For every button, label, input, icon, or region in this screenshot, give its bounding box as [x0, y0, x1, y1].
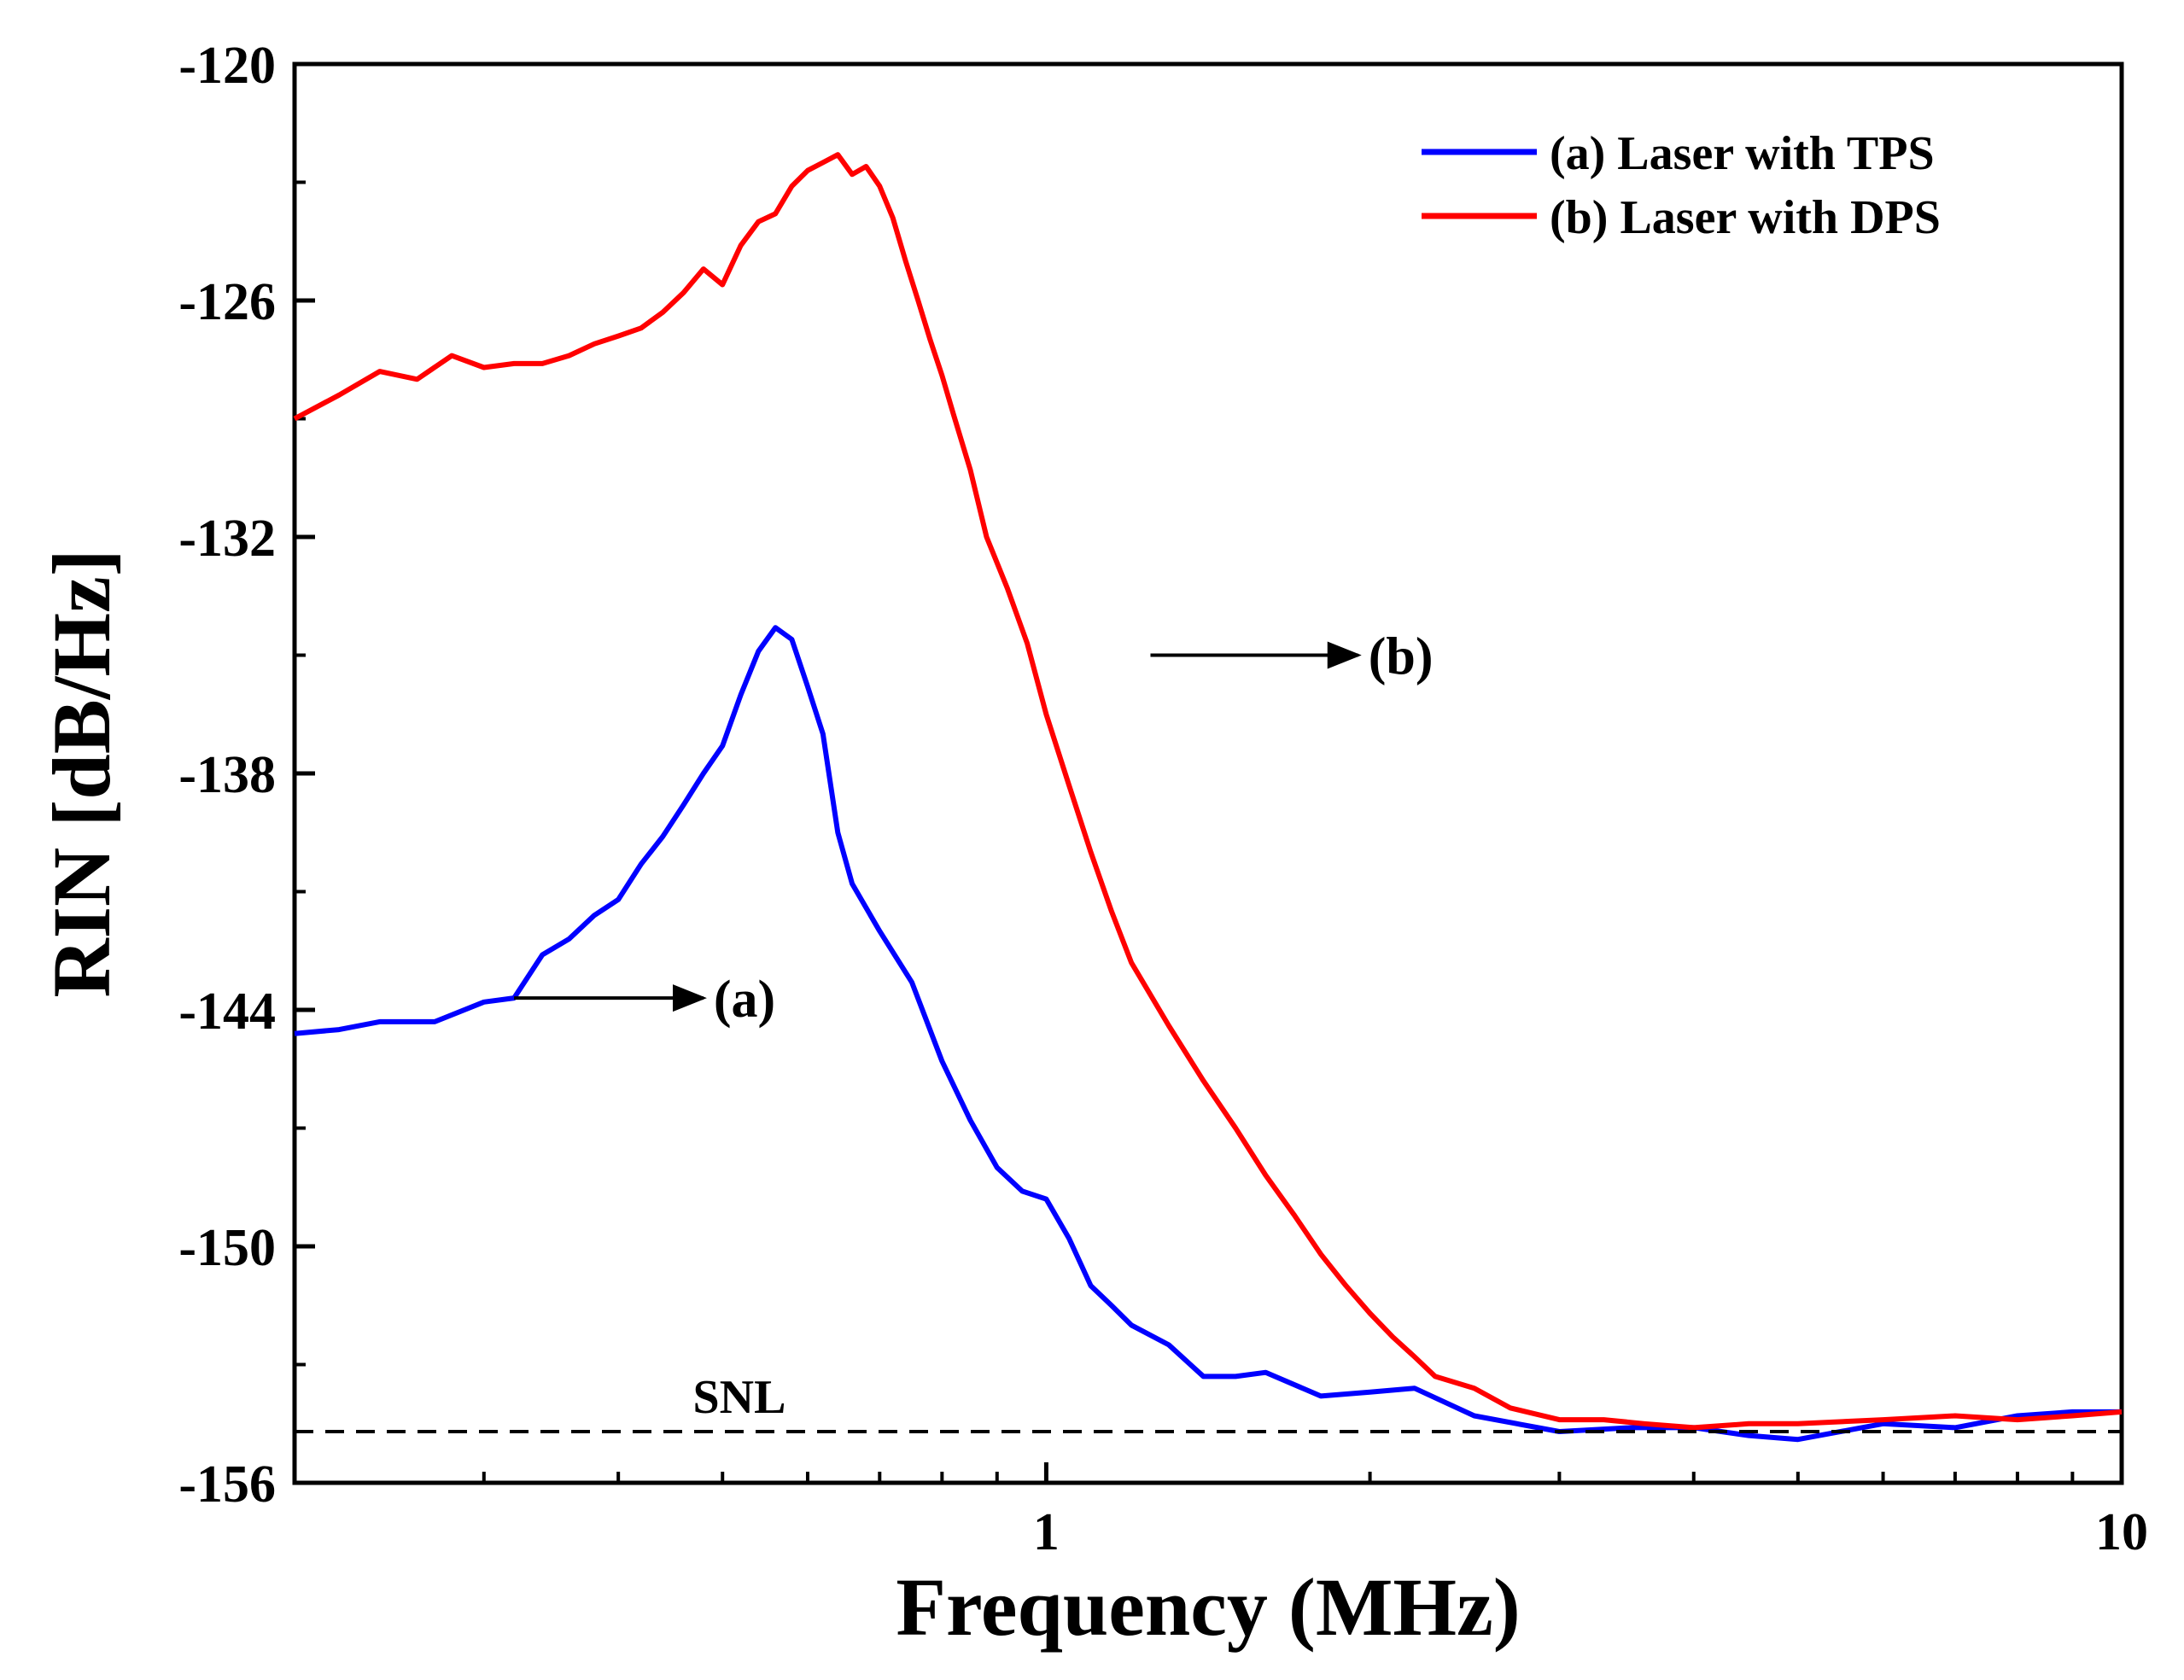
- series-lines: [293, 152, 2123, 1443]
- y-tick-label: -120: [178, 37, 276, 95]
- plot-area-frame: [292, 61, 2124, 1485]
- x-tick-label: 10: [2095, 1503, 2148, 1561]
- series-line-b: [293, 152, 2123, 1431]
- x-tick-label: 1: [1033, 1503, 1060, 1561]
- y-tick-label: -138: [178, 746, 276, 804]
- annotation-label-a: (a): [714, 971, 775, 1029]
- legend-label-a: (a) Laser with TPS: [1550, 127, 1935, 180]
- series-line-a: [294, 625, 2122, 1443]
- snl-label: SNL: [693, 1371, 786, 1424]
- annotations: (a) (b): [514, 628, 1434, 1029]
- y-tick-label: -156: [178, 1455, 276, 1514]
- legend: (a) Laser with TPS (b) Laser with DPS: [1422, 127, 1941, 244]
- y-tick-label: -132: [178, 510, 276, 568]
- y-axis-title: RIN [dB/Hz]: [36, 549, 127, 997]
- y-axis-ticks: -120 -126 -132 -138 -144 -150 -156: [178, 37, 315, 1514]
- annotation-label-b: (b): [1369, 628, 1434, 686]
- legend-label-b: (b) Laser with DPS: [1550, 191, 1941, 244]
- y-tick-label: -126: [178, 273, 276, 331]
- y-tick-label: -150: [178, 1219, 276, 1277]
- reference-lines: SNL: [295, 1371, 2122, 1433]
- x-axis-title: Frequency (MHz): [896, 1561, 1520, 1653]
- x-axis-ticks: 1 10: [293, 1462, 2148, 1561]
- y-tick-label: -144: [178, 983, 276, 1041]
